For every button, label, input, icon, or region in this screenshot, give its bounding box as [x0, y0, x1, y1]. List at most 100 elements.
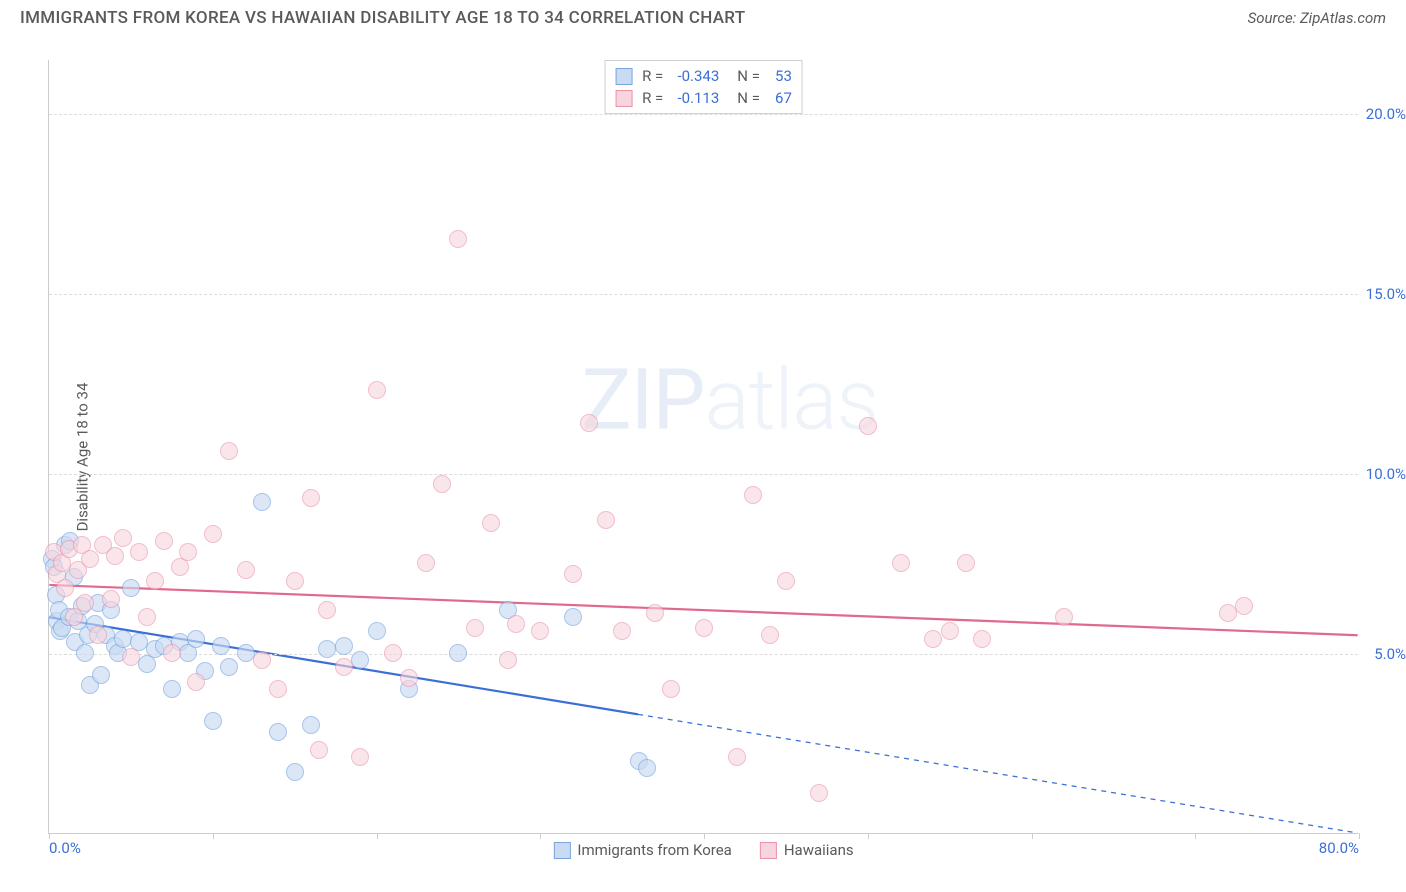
scatter-point: [130, 543, 148, 561]
scatter-point: [269, 680, 287, 698]
scatter-point: [138, 608, 156, 626]
x-tick-mark: [213, 833, 214, 839]
x-tick-mark: [1195, 833, 1196, 839]
y-tick-label: 20.0%: [1362, 105, 1406, 123]
scatter-point: [204, 712, 222, 730]
legend-label-0: Immigrants from Korea: [577, 841, 731, 859]
scatter-point: [892, 554, 910, 572]
scatter-point: [179, 543, 197, 561]
plot-area: ZIPatlas R = -0.343 N = 53 R = -0.113 N …: [48, 60, 1358, 834]
x-tick-mark: [1359, 833, 1360, 839]
scatter-point: [76, 644, 94, 662]
scatter-point: [613, 622, 631, 640]
stat-n-value-0: 53: [766, 67, 792, 85]
swatch-series-1: [615, 90, 632, 107]
bottom-legend: Immigrants from Korea Hawaiians: [553, 841, 853, 859]
scatter-point: [76, 594, 94, 612]
x-tick-mark: [377, 833, 378, 839]
stat-r-value-1: -0.113: [669, 89, 719, 107]
stat-r-value-0: -0.343: [669, 67, 719, 85]
scatter-point: [482, 514, 500, 532]
stats-legend-box: R = -0.343 N = 53 R = -0.113 N = 67: [604, 60, 803, 114]
scatter-point: [89, 626, 107, 644]
stat-r-label: R =: [642, 89, 663, 107]
scatter-point: [646, 604, 664, 622]
scatter-point: [499, 651, 517, 669]
scatter-point: [65, 608, 83, 626]
scatter-point: [662, 680, 680, 698]
scatter-point: [220, 442, 238, 460]
scatter-point: [81, 550, 99, 568]
scatter-point: [728, 748, 746, 766]
x-tick-label: 80.0%: [1319, 839, 1359, 857]
scatter-point: [286, 572, 304, 590]
scatter-point: [564, 565, 582, 583]
scatter-point: [695, 619, 713, 637]
scatter-point: [368, 381, 386, 399]
gridline-h: [49, 294, 1358, 295]
x-tick-mark: [540, 833, 541, 839]
x-tick-label: 0.0%: [49, 839, 81, 857]
scatter-point: [351, 651, 369, 669]
chart-title: IMMIGRANTS FROM KOREA VS HAWAIIAN DISABI…: [20, 8, 745, 28]
scatter-point: [92, 666, 110, 684]
scatter-point: [310, 741, 328, 759]
scatter-point: [368, 622, 386, 640]
y-tick-label: 10.0%: [1362, 465, 1406, 483]
scatter-point: [106, 547, 124, 565]
scatter-point: [204, 525, 222, 543]
legend-swatch-0: [553, 842, 570, 859]
scatter-point: [187, 673, 205, 691]
scatter-point: [384, 644, 402, 662]
scatter-point: [114, 630, 132, 648]
stats-row-series-0: R = -0.343 N = 53: [615, 65, 792, 87]
source-prefix: Source:: [1248, 9, 1300, 27]
legend-swatch-1: [760, 842, 777, 859]
legend-item-0: Immigrants from Korea: [553, 841, 731, 859]
stat-n-label: N =: [737, 89, 760, 107]
scatter-point: [417, 554, 435, 572]
scatter-point: [744, 486, 762, 504]
scatter-point: [318, 640, 336, 658]
scatter-point: [449, 644, 467, 662]
y-tick-label: 5.0%: [1362, 645, 1406, 663]
swatch-series-0: [615, 68, 632, 85]
scatter-point: [466, 619, 484, 637]
scatter-point: [638, 759, 656, 777]
scatter-point: [597, 511, 615, 529]
gridline-h: [49, 114, 1358, 115]
scatter-point: [56, 579, 74, 597]
scatter-point: [1235, 597, 1253, 615]
watermark-light: atlas: [704, 351, 878, 450]
scatter-point: [859, 417, 877, 435]
scatter-point: [286, 763, 304, 781]
trend-lines-svg: [49, 60, 1358, 833]
scatter-point: [122, 648, 140, 666]
scatter-point: [761, 626, 779, 644]
scatter-point: [253, 493, 271, 511]
scatter-point: [351, 748, 369, 766]
scatter-point: [237, 561, 255, 579]
scatter-point: [449, 230, 467, 248]
x-tick-mark: [1032, 833, 1033, 839]
scatter-point: [433, 475, 451, 493]
scatter-point: [253, 651, 271, 669]
source-name: ZipAtlas.com: [1300, 9, 1386, 27]
scatter-point: [335, 658, 353, 676]
scatter-point: [924, 630, 942, 648]
gridline-h: [49, 474, 1358, 475]
stats-row-series-1: R = -0.113 N = 67: [615, 87, 792, 109]
scatter-point: [580, 414, 598, 432]
scatter-point: [269, 723, 287, 741]
scatter-point: [187, 630, 205, 648]
legend-label-1: Hawaiians: [784, 841, 854, 859]
scatter-point: [531, 622, 549, 640]
scatter-point: [957, 554, 975, 572]
watermark-bold: ZIP: [581, 351, 704, 450]
watermark: ZIPatlas: [581, 351, 878, 450]
y-tick-label: 15.0%: [1362, 285, 1406, 303]
source-attribution: Source: ZipAtlas.com: [1248, 9, 1386, 27]
scatter-point: [155, 532, 173, 550]
scatter-point: [973, 630, 991, 648]
scatter-point: [102, 590, 120, 608]
